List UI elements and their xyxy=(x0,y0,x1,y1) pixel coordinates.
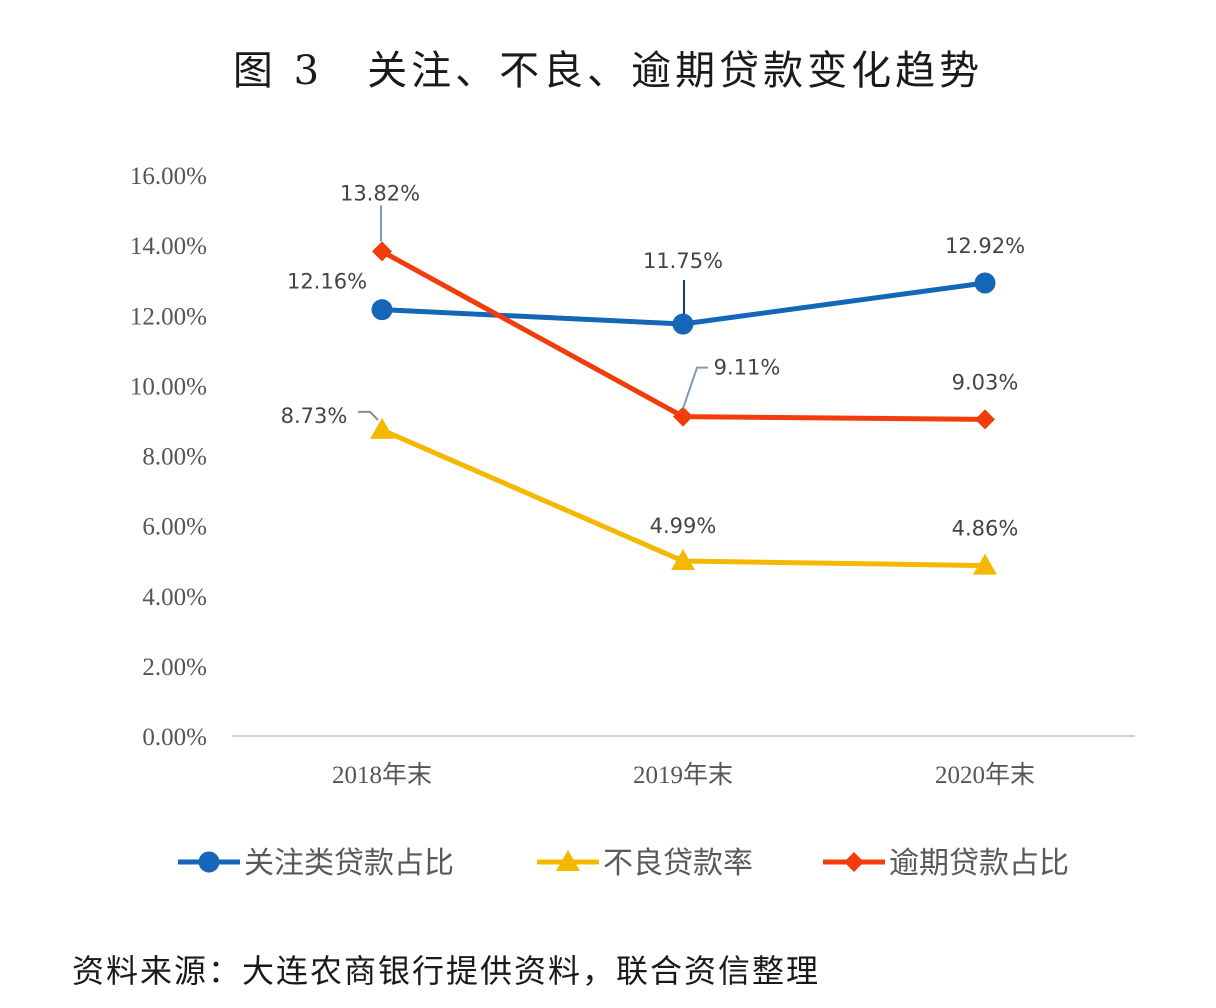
y-tick-label: 2.00% xyxy=(142,654,207,681)
y-tick-label: 14.00% xyxy=(130,233,207,260)
data-point xyxy=(370,417,394,439)
data-point xyxy=(974,272,996,294)
legend-item-1: 关注类贷款占比 xyxy=(178,846,454,881)
source-note: 资料来源：大连农商银行提供资料，联合资信整理 xyxy=(72,952,821,990)
data-point xyxy=(975,409,995,430)
data-labels: 12.16% 11.75% 12.92% 8.73% 4.99% 4.86% 13.82% 9… xyxy=(281,181,1025,540)
data-point xyxy=(372,241,392,262)
y-tick-label: 16.00% xyxy=(130,163,207,190)
data-label: 12.16% xyxy=(287,270,367,294)
legend-item-3: 逾期贷款占比 xyxy=(823,846,1069,881)
series-lines xyxy=(370,241,997,575)
data-label: 9.11% xyxy=(714,356,781,380)
legend: 关注类贷款占比 不良贷款率 逾期贷款占比 xyxy=(178,846,1069,881)
legend-label: 不良贷款率 xyxy=(603,846,753,881)
y-tick-label: 12.00% xyxy=(130,303,207,330)
legend-swatch-marker xyxy=(198,851,220,873)
series-1 xyxy=(371,272,996,335)
series-2 xyxy=(370,417,997,575)
data-point xyxy=(673,406,693,427)
data-label: 4.99% xyxy=(650,514,717,538)
data-label: 8.73% xyxy=(281,404,348,428)
x-tick-label: 2018年末 xyxy=(332,761,432,789)
leader-line xyxy=(358,410,379,421)
data-point xyxy=(973,553,997,575)
series-3 xyxy=(372,241,995,430)
y-tick-label: 10.00% xyxy=(130,373,207,400)
chart-title: 图 3 关注、不良、逾期贷款变化趋势 xyxy=(232,48,984,94)
legend-item-2: 不良贷款率 xyxy=(537,846,753,881)
data-point xyxy=(672,313,694,335)
y-axis: 0.00% 2.00% 4.00% 6.00% 8.00% 10.00% 12.00% 14.… xyxy=(130,163,207,751)
data-label: 4.86% xyxy=(952,517,1019,541)
y-tick-label: 8.00% xyxy=(142,444,207,471)
data-label: 13.82% xyxy=(340,181,420,205)
x-tick-label: 2020年末 xyxy=(935,761,1035,789)
legend-swatch-marker xyxy=(556,850,580,871)
data-label: 9.03% xyxy=(952,370,1019,394)
y-tick-label: 6.00% xyxy=(142,514,207,541)
y-tick-label: 4.00% xyxy=(142,584,207,611)
data-point xyxy=(671,549,695,571)
data-label: 11.75% xyxy=(643,249,723,273)
y-tick-label: 0.00% xyxy=(142,724,207,751)
legend-label: 关注类贷款占比 xyxy=(244,846,454,881)
x-axis: 2018年末 2019年末 2020年末 xyxy=(232,735,1135,789)
data-label: 12.92% xyxy=(945,234,1025,258)
legend-swatch-marker xyxy=(844,852,864,872)
x-tick-label: 2019年末 xyxy=(633,761,733,789)
leader-line xyxy=(682,366,708,409)
data-point xyxy=(371,299,393,321)
series-line xyxy=(380,249,986,422)
legend-label: 逾期贷款占比 xyxy=(889,846,1069,881)
series-line xyxy=(381,427,986,569)
